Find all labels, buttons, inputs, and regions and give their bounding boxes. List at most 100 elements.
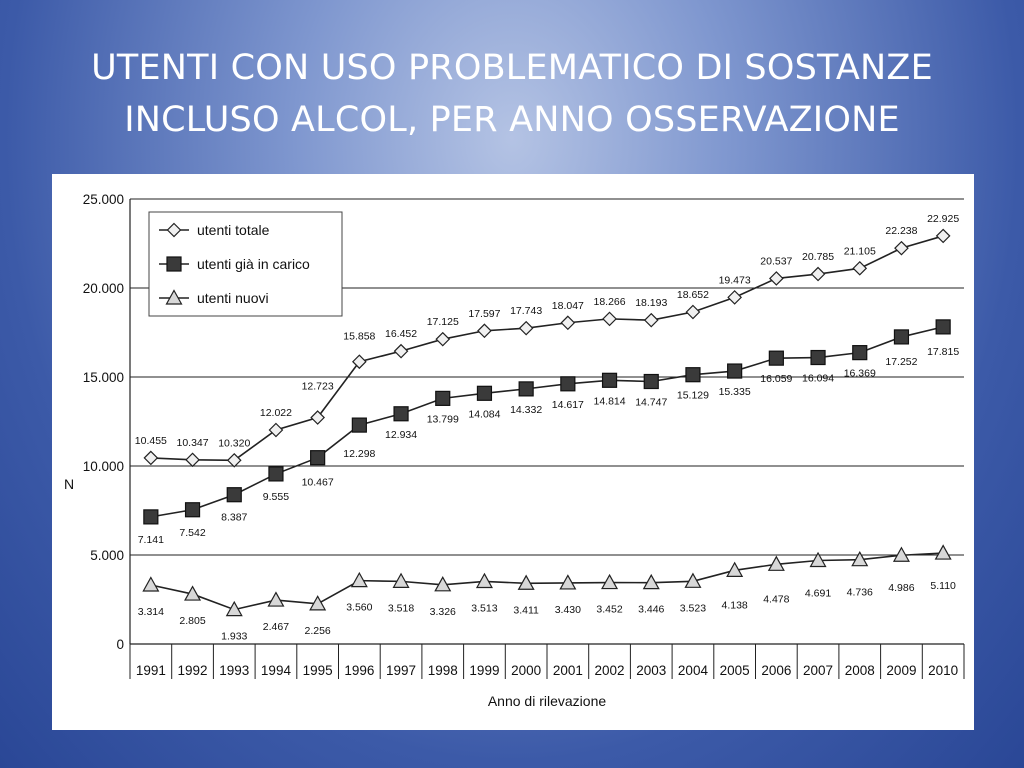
data-point: [351, 417, 367, 433]
x-tick-label: 1995: [303, 663, 333, 678]
x-tick-label: 1993: [219, 663, 249, 678]
data-point: [851, 550, 869, 567]
data-point: [642, 573, 660, 590]
data-point: [518, 381, 534, 397]
data-point: [726, 561, 744, 577]
x-tick-label: 2010: [928, 663, 958, 678]
data-point: [810, 266, 826, 282]
data-label: 22.238: [885, 225, 917, 237]
data-point: [352, 354, 367, 370]
legend-marker: [166, 256, 182, 272]
x-tick-label: 2007: [803, 663, 833, 678]
data-label: 3.446: [638, 604, 664, 616]
data-point: [476, 385, 493, 401]
data-point: [185, 452, 200, 468]
data-label: 5.110: [930, 580, 956, 592]
legend-marker: [166, 222, 182, 238]
data-point: [892, 546, 910, 562]
x-tick-label: 1998: [428, 663, 458, 678]
x-tick-label: 2008: [845, 663, 875, 678]
line-chart: 0 5.000 10.000 15.000 20.000 25.000 1991 1992 19…: [64, 192, 965, 709]
slide-title: UTENTI CON USO PROBLEMATICO DI SOSTANZE …: [0, 42, 1024, 146]
data-label: 19.473: [719, 274, 751, 286]
data-point: [184, 585, 202, 601]
data-point: [768, 350, 784, 366]
data-label: 16.369: [844, 368, 876, 380]
data-label: 14.617: [552, 399, 584, 411]
x-tick-label: 1997: [386, 663, 416, 678]
data-point: [560, 376, 576, 392]
data-label: 14.814: [593, 395, 625, 407]
data-point: [143, 450, 159, 466]
data-point: [560, 315, 576, 331]
x-tick-label: 1996: [344, 663, 374, 678]
data-label: 10.320: [218, 437, 250, 449]
data-point: [601, 372, 618, 388]
x-tick-label: 2002: [595, 663, 625, 678]
data-point: [226, 452, 242, 468]
data-point: [434, 576, 452, 592]
data-point: [435, 390, 451, 406]
legend-label: utenti nuovi: [197, 290, 269, 306]
data-point: [769, 271, 784, 286]
data-point: [935, 319, 951, 335]
data-label: 3.326: [430, 606, 456, 618]
x-tick-label: 2005: [720, 663, 750, 678]
data-point: [477, 323, 492, 339]
data-label: 18.047: [552, 300, 584, 312]
data-point: [767, 555, 785, 571]
legend-label: utenti totale: [197, 222, 270, 238]
data-label: 13.799: [427, 413, 459, 425]
legend-label: utenti già in carico: [197, 256, 310, 272]
data-label: 12.022: [260, 407, 292, 419]
data-label: 15.129: [677, 390, 709, 402]
data-point: [934, 544, 952, 560]
data-label: 10.455: [135, 435, 167, 447]
x-tick-label: 2003: [636, 663, 666, 678]
data-label: 2.805: [179, 615, 205, 627]
data-label: 2.256: [305, 625, 331, 637]
series-layer: [142, 228, 952, 617]
x-tick-label: 2000: [511, 663, 541, 678]
data-label: 17.743: [510, 305, 542, 317]
data-point: [393, 343, 409, 359]
data-label: 10.467: [302, 477, 334, 489]
data-label: 3.314: [138, 606, 164, 618]
data-label: 12.934: [385, 429, 417, 441]
data-point: [559, 574, 577, 590]
x-tick-label: 2004: [678, 663, 709, 678]
data-labels-layer: 10.455 10.347 10.320 12.022 12.723 15.858 16.4…: [135, 213, 960, 643]
data-point: [643, 373, 659, 390]
data-point: [809, 551, 827, 568]
data-label: 12.298: [343, 448, 375, 460]
data-point: [268, 466, 284, 482]
data-label: 15.858: [343, 331, 375, 343]
data-point: [184, 502, 201, 518]
data-label: 7.141: [138, 534, 164, 546]
data-label: 3.452: [596, 604, 622, 616]
data-label: 18.652: [677, 289, 709, 301]
data-label: 18.266: [593, 296, 625, 308]
y-tick-label: 20.000: [83, 281, 124, 296]
data-point: [310, 450, 326, 466]
legend: utenti totale utenti già in carico utenti …: [148, 211, 343, 317]
data-label: 14.084: [468, 408, 500, 420]
data-label: 4.986: [888, 582, 914, 594]
data-label: 8.387: [221, 512, 247, 524]
data-point: [435, 331, 451, 347]
x-tick-label: 1991: [136, 663, 166, 678]
data-label: 4.691: [805, 588, 831, 600]
data-label: 16.059: [760, 373, 792, 385]
data-label: 16.452: [385, 328, 417, 340]
data-label: 3.513: [471, 602, 497, 614]
data-label: 3.523: [680, 602, 706, 614]
slide-title-line-1: UTENTI CON USO PROBLEMATICO DI SOSTANZE: [91, 48, 933, 88]
data-point: [268, 422, 284, 438]
data-point: [852, 345, 868, 361]
data-point: [309, 595, 327, 611]
data-point: [643, 312, 659, 328]
data-point: [267, 591, 285, 607]
chart-panel: 0 5.000 10.000 15.000 20.000 25.000 1991 1992 19…: [52, 174, 974, 730]
data-point: [810, 349, 826, 366]
data-point: [894, 240, 909, 256]
